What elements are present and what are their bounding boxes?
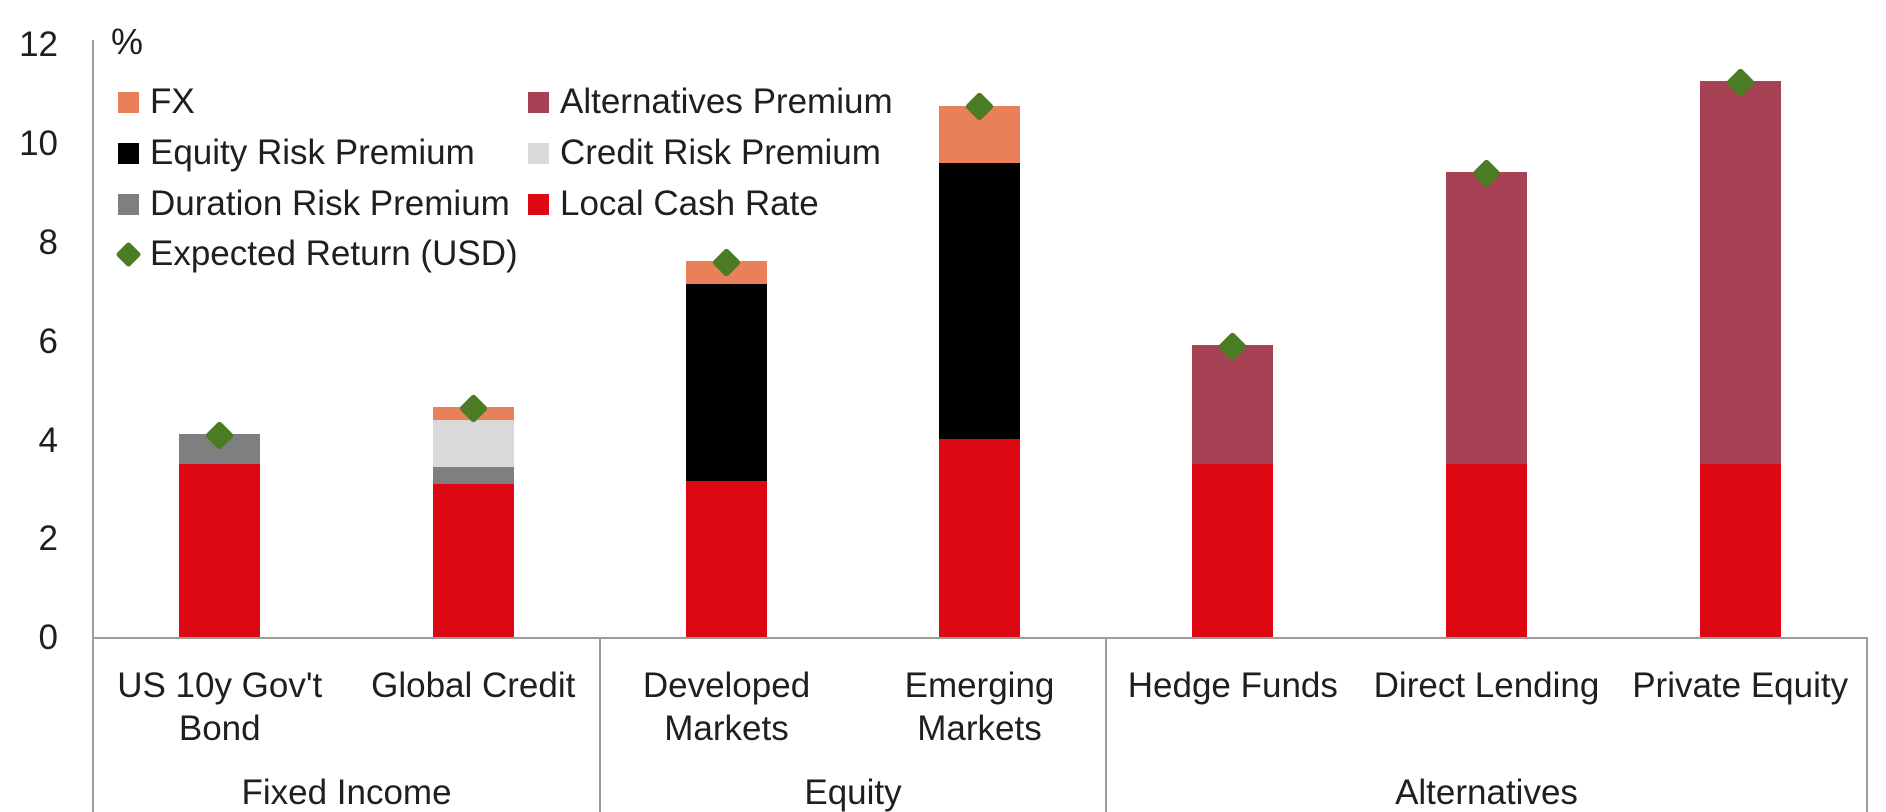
legend-label-fx: FX [150, 82, 195, 121]
group-label: Alternatives [1395, 773, 1578, 812]
category-label-line: Private Equity [1632, 666, 1849, 705]
legend-label-expected-return: Expected Return (USD) [150, 234, 518, 273]
alternatives-premium-swatch-icon [528, 91, 549, 113]
bar-segment-equity-risk-premium [939, 162, 1020, 440]
bar-segment-alternatives-premium [1446, 172, 1527, 465]
legend-label-credit-risk-premium: Credit Risk Premium [560, 133, 881, 172]
y-axis-line [92, 40, 94, 812]
bar-segment-equity-risk-premium [686, 283, 767, 482]
category-label: Hedge Funds [1093, 664, 1373, 707]
category-label-line: Markets [664, 709, 789, 748]
category-label: Global Credit [333, 664, 613, 707]
category-label-line: Developed [642, 666, 811, 705]
legend-label-equity-risk-premium: Equity Risk Premium [150, 133, 475, 172]
group-separator-line [599, 637, 601, 812]
legend-item-fx: FX [118, 82, 195, 122]
bar-segment-credit-risk-premium [432, 419, 514, 467]
category-label-line: Markets [917, 709, 1042, 748]
duration-risk-premium-swatch-icon [118, 193, 139, 215]
category-label: Direct Lending [1347, 664, 1627, 707]
legend-label-alternatives-premium: Alternatives Premium [560, 82, 893, 121]
category-label-line: Direct Lending [1373, 666, 1600, 705]
equity-risk-premium-swatch-icon [118, 142, 139, 164]
expected-return-diamond-icon [115, 240, 142, 268]
group-label: Equity [804, 773, 902, 812]
category-label-line: Emerging [904, 666, 1055, 705]
bar-segment-duration-risk-premium [432, 466, 514, 484]
y-tick-label-6: 6 [38, 322, 58, 361]
x-axis-baseline [92, 637, 1868, 639]
bar-segment-alternatives-premium [1192, 345, 1274, 465]
legend-item-duration-risk-premium: Duration Risk Premium [118, 184, 510, 224]
legend-item-expected-return: Expected Return (USD) [115, 234, 518, 274]
category-label-line: Global Credit [371, 666, 576, 705]
fx-swatch-icon [118, 91, 139, 113]
bar-segment-local-cash-rate [1192, 464, 1274, 637]
credit-risk-premium-swatch-icon [528, 142, 549, 164]
legend-item-alternatives-premium: Alternatives Premium [528, 82, 893, 122]
legend-label-local-cash-rate: Local Cash Rate [560, 184, 819, 223]
bar-segment-local-cash-rate [686, 481, 767, 637]
y-tick-label-2: 2 [38, 519, 58, 558]
bar-segment-local-cash-rate [939, 439, 1020, 637]
y-tick-label-4: 4 [38, 421, 58, 460]
category-label: Private Equity [1600, 664, 1880, 707]
category-label-line: Hedge Funds [1127, 666, 1338, 705]
y-tick-label-10: 10 [19, 124, 58, 163]
group-separator-line [1105, 637, 1107, 812]
legend-label-duration-risk-premium: Duration Risk Premium [150, 184, 510, 223]
category-label: Developed Markets [587, 664, 867, 750]
local-cash-rate-swatch-icon [528, 193, 549, 215]
bar-segment-local-cash-rate [179, 464, 261, 637]
y-axis-unit-label: % [111, 21, 144, 62]
category-label: Emerging Markets [840, 664, 1120, 750]
category-label: US 10y Gov't Bond [80, 664, 360, 750]
legend-item-local-cash-rate: Local Cash Rate [528, 184, 819, 224]
y-tick-label-0: 0 [38, 618, 58, 657]
bar-segment-alternatives-premium [1699, 81, 1781, 465]
bar-segment-local-cash-rate [1446, 464, 1527, 637]
category-label-line: Bond [178, 709, 261, 748]
legend-item-credit-risk-premium: Credit Risk Premium [528, 133, 881, 173]
bar-segment-local-cash-rate [1699, 464, 1781, 637]
group-label: Fixed Income [241, 773, 452, 812]
y-tick-label-12: 12 [19, 25, 58, 64]
legend-item-equity-risk-premium: Equity Risk Premium [118, 133, 475, 173]
y-tick-label-8: 8 [38, 223, 58, 262]
bar-segment-local-cash-rate [432, 483, 514, 637]
plot-right-border-line [1866, 637, 1868, 812]
category-label-line: US 10y Gov't [117, 666, 323, 705]
